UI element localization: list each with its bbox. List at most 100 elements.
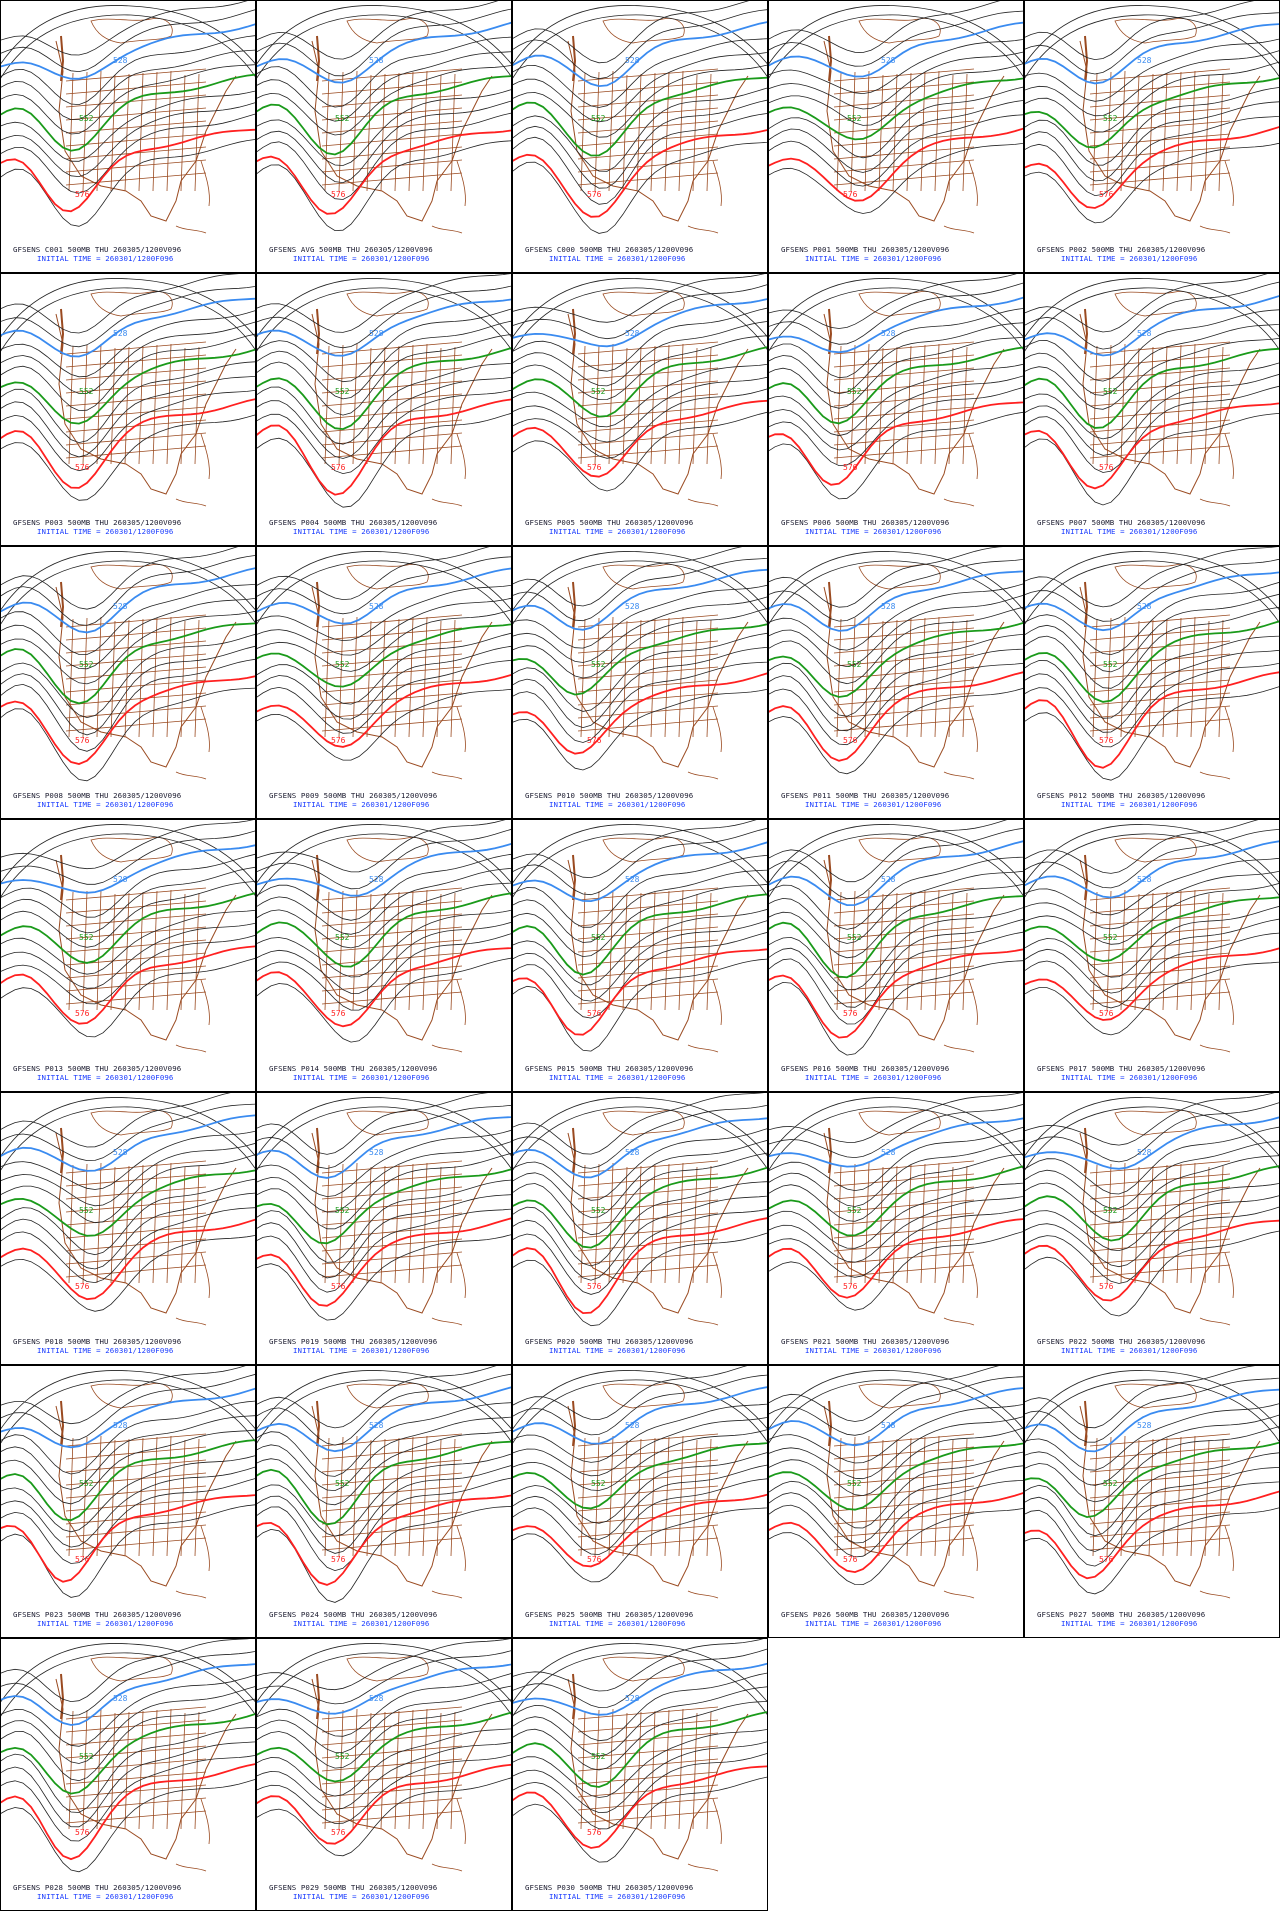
contour-528 <box>769 296 1023 354</box>
height-contours <box>1 547 255 782</box>
panel-title: GFSENS P029 500MB THU 260305/1200V096 <box>269 1883 438 1892</box>
map-panel-p007: 528 552 576 GFSENS P007 500MB THU 260305/12… <box>1024 273 1280 546</box>
geography-borders <box>1079 291 1261 507</box>
height-contours <box>1025 820 1279 1036</box>
initial-time-label: INITIAL TIME = 260301/1200F096 <box>37 254 174 263</box>
contour-label-576: 576 <box>1099 1009 1114 1018</box>
geography-borders <box>567 18 749 234</box>
height-contours <box>1 1093 255 1312</box>
initial-time-label: INITIAL TIME = 260301/1200F096 <box>805 800 942 809</box>
contour-528 <box>1025 1388 1279 1453</box>
contour-528 <box>257 298 511 357</box>
contour-label-576: 576 <box>331 463 346 472</box>
panel-title: GFSENS AVG 500MB THU 260305/1200V096 <box>269 245 433 254</box>
contour-528 <box>257 21 511 84</box>
height-contour-map: 528 552 576 <box>769 274 1023 507</box>
contour-label-528: 528 <box>625 329 640 338</box>
contour-576 <box>1025 1490 1279 1580</box>
contour-528 <box>257 1663 511 1715</box>
contour-552 <box>513 76 767 157</box>
contour-528 <box>1 23 255 80</box>
contour-552 <box>257 1440 511 1526</box>
contour-label-528: 528 <box>1137 1148 1152 1157</box>
contour-label-552: 552 <box>79 387 94 396</box>
height-contours <box>769 274 1023 500</box>
contour-label-576: 576 <box>587 463 602 472</box>
contour-label-576: 576 <box>1099 190 1114 199</box>
contour-label-552: 552 <box>335 1479 350 1488</box>
contour-552 <box>1025 1441 1279 1519</box>
contour-528 <box>257 567 511 625</box>
height-contour-map: 528 552 576 <box>769 547 1023 780</box>
height-contour-map: 528 552 576 <box>1 1366 255 1599</box>
contour-label-528: 528 <box>369 1148 384 1157</box>
contour-label-528: 528 <box>113 56 128 65</box>
contour-528 <box>513 1662 767 1716</box>
contour-552 <box>257 623 511 688</box>
contour-576 <box>1025 671 1279 769</box>
geography-borders <box>55 1383 237 1599</box>
contour-label-528: 528 <box>1137 56 1152 65</box>
contour-label-552: 552 <box>1103 387 1118 396</box>
geography-borders <box>567 837 749 1053</box>
height-contour-map: 528 552 576 <box>257 820 511 1053</box>
contour-552 <box>769 1442 1023 1511</box>
initial-time-label: INITIAL TIME = 260301/1200F096 <box>37 1073 174 1082</box>
map-panel-p023: 528 552 576 GFSENS P023 500MB THU 260305/12… <box>0 1365 256 1638</box>
contour-label-552: 552 <box>1103 933 1118 942</box>
height-contours <box>513 820 767 1052</box>
contour-label-528: 528 <box>881 1421 896 1430</box>
height-contour-map: 528 552 576 <box>513 1093 767 1327</box>
contour-label-552: 552 <box>79 114 94 123</box>
contour-552 <box>257 347 511 431</box>
contour-label-552: 552 <box>847 114 862 123</box>
contour-552 <box>1 1713 255 1795</box>
panel-title: GFSENS P010 500MB THU 260305/1200V096 <box>525 791 694 800</box>
height-contours <box>769 1 1023 214</box>
map-panel-p018: 528 552 576 GFSENS P018 500MB THU 260305/12… <box>0 1092 256 1365</box>
contour-label-552: 552 <box>335 660 350 669</box>
contour-label-552: 552 <box>591 1206 606 1215</box>
contour-576 <box>257 398 511 496</box>
map-panel-p016: 528 552 576 GFSENS P016 500MB THU 260305/12… <box>768 819 1024 1092</box>
panel-title: GFSENS P027 500MB THU 260305/1200V096 <box>1037 1610 1206 1619</box>
contour-label-552: 552 <box>847 1479 862 1488</box>
initial-time-label: INITIAL TIME = 260301/1200F096 <box>293 800 430 809</box>
map-panel-p024: 528 552 576 GFSENS P024 500MB THU 260305/12… <box>256 1365 512 1638</box>
initial-time-label: INITIAL TIME = 260301/1200F096 <box>293 254 430 263</box>
panel-title: GFSENS P008 500MB THU 260305/1200V096 <box>13 791 182 800</box>
map-panel-p005: 528 552 576 GFSENS P005 500MB THU 260305/12… <box>512 273 768 546</box>
panel-title: GFSENS P014 500MB THU 260305/1200V096 <box>269 1064 438 1073</box>
initial-time-label: INITIAL TIME = 260301/1200F096 <box>1061 1346 1198 1355</box>
height-contour-map: 528 552 576 <box>1 1639 255 1873</box>
contour-552 <box>513 1442 767 1510</box>
height-contours <box>257 1366 511 1603</box>
contour-label-528: 528 <box>113 875 128 884</box>
contour-label-528: 528 <box>625 1148 640 1157</box>
geography-borders <box>55 564 237 780</box>
contour-label-552: 552 <box>1103 660 1118 669</box>
height-contour-map: 528 552 576 <box>513 1639 767 1872</box>
initial-time-label: INITIAL TIME = 260301/1200F096 <box>549 1346 686 1355</box>
contour-576 <box>1 1763 255 1861</box>
height-contour-map: 528 552 576 <box>769 1 1023 234</box>
initial-time-label: INITIAL TIME = 260301/1200F096 <box>805 254 942 263</box>
contour-552 <box>513 893 767 976</box>
contour-576 <box>1 675 255 765</box>
panel-title: GFSENS P020 500MB THU 260305/1200V096 <box>525 1337 694 1346</box>
height-contour-map: 528 552 576 <box>769 1366 1023 1599</box>
initial-time-label: INITIAL TIME = 260301/1200F096 <box>805 1619 942 1628</box>
panel-title: GFSENS P006 500MB THU 260305/1200V096 <box>781 518 950 527</box>
initial-time-label: INITIAL TIME = 260301/1200F096 <box>549 527 686 536</box>
contour-552 <box>1025 347 1279 429</box>
map-panel-p025: 528 552 576 GFSENS P025 500MB THU 260305/12… <box>512 1365 768 1638</box>
height-contour-map: 528 552 576 <box>513 274 767 507</box>
map-panel-p017: 528 552 576 GFSENS P017 500MB THU 260305/12… <box>1024 819 1280 1092</box>
map-panel-p030: 528 552 576 GFSENS P030 500MB THU 260305/12… <box>512 1638 768 1911</box>
geography-borders <box>567 1656 749 1872</box>
contour-528 <box>1 844 255 894</box>
contour-552 <box>769 346 1023 425</box>
contour-label-552: 552 <box>79 1206 94 1215</box>
contour-552 <box>769 77 1023 141</box>
